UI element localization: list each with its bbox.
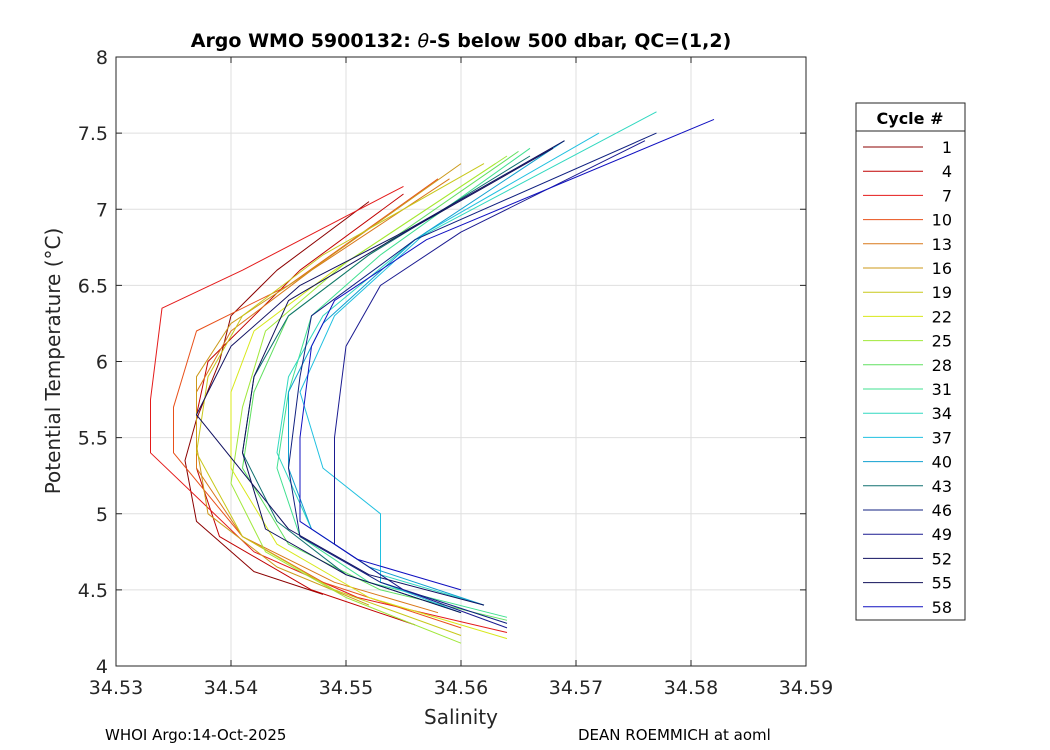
axis-ticks: 34.53 34.54 34.55 34.56 34.57 34.58 34.59 4 4.5 5…	[78, 47, 833, 699]
series-line-cycle-7	[150, 185, 508, 633]
legend-label: 55	[932, 574, 952, 593]
y-axis-label: Potential Temperature (°C)	[41, 228, 65, 495]
y-tick-label: 6	[96, 352, 108, 374]
y-tick-label: 6.5	[78, 275, 108, 297]
y-tick-label: 7	[96, 199, 108, 221]
series-line-cycle-58	[299, 118, 715, 591]
legend-label: 34	[932, 404, 952, 423]
x-tick-label: 34.57	[549, 677, 603, 699]
legend-label: 13	[932, 235, 952, 254]
series-line-cycle-25	[230, 155, 508, 644]
legend-label: 16	[932, 259, 952, 278]
legend-title: Cycle #	[877, 109, 944, 128]
footer-left: WHOI Argo:14-Oct-2025	[105, 726, 287, 744]
x-tick-label: 34.53	[89, 677, 143, 699]
y-tick-label: 7.5	[78, 123, 108, 145]
series-line-cycle-16	[196, 163, 462, 606]
legend-label: 28	[932, 356, 952, 375]
legend-label: 19	[932, 283, 952, 302]
series-line-cycle-19	[196, 163, 485, 636]
legend: Cycle # 1 4 7 10 13 16 19 22 25 28 31 34 37 40 43 46 49 5…	[855, 102, 966, 621]
x-tick-label: 34.59	[779, 677, 833, 699]
series-line-cycle-52	[196, 140, 565, 606]
legend-label: 10	[932, 211, 952, 230]
y-tick-label: 4	[96, 656, 108, 678]
legend-label: 31	[932, 380, 952, 399]
series-line-cycle-22	[230, 163, 508, 640]
x-tick-label: 34.58	[664, 677, 718, 699]
y-tick-label: 5	[96, 504, 108, 526]
legend-label: 25	[932, 332, 952, 351]
legend-label: 52	[932, 549, 952, 568]
legend-label: 49	[932, 525, 952, 544]
legend-label: 58	[932, 598, 952, 617]
legend-label: 1	[942, 138, 952, 157]
series-line-cycle-31	[276, 147, 531, 618]
series-line-cycle-46	[288, 132, 657, 624]
series-line-cycle-49	[334, 140, 646, 629]
x-tick-label: 34.56	[434, 677, 488, 699]
series-group	[150, 111, 715, 644]
x-tick-label: 34.55	[319, 677, 373, 699]
legend-label: 43	[932, 477, 952, 496]
legend-label: 7	[942, 186, 952, 205]
footer-right: DEAN ROEMMICH at aoml	[578, 726, 771, 744]
legend-label: 4	[942, 162, 952, 181]
chart-title: Argo WMO 5900132: θ-S below 500 dbar, QC…	[191, 30, 732, 52]
legend-label: 22	[932, 307, 952, 326]
legend-label: 40	[932, 453, 952, 472]
x-axis-label: Salinity	[424, 705, 498, 729]
legend-label: 46	[932, 501, 952, 520]
y-tick-label: 4.5	[78, 580, 108, 602]
series-line-cycle-55	[242, 147, 554, 614]
x-tick-label: 34.54	[204, 677, 258, 699]
y-tick-label: 8	[96, 47, 108, 69]
y-tick-label: 5.5	[78, 428, 108, 450]
legend-entries: 1 4 7 10 13 16 19 22 25 28 31 34 37 40 43 46 49 52 55 58	[863, 138, 952, 617]
legend-label: 37	[932, 428, 952, 447]
